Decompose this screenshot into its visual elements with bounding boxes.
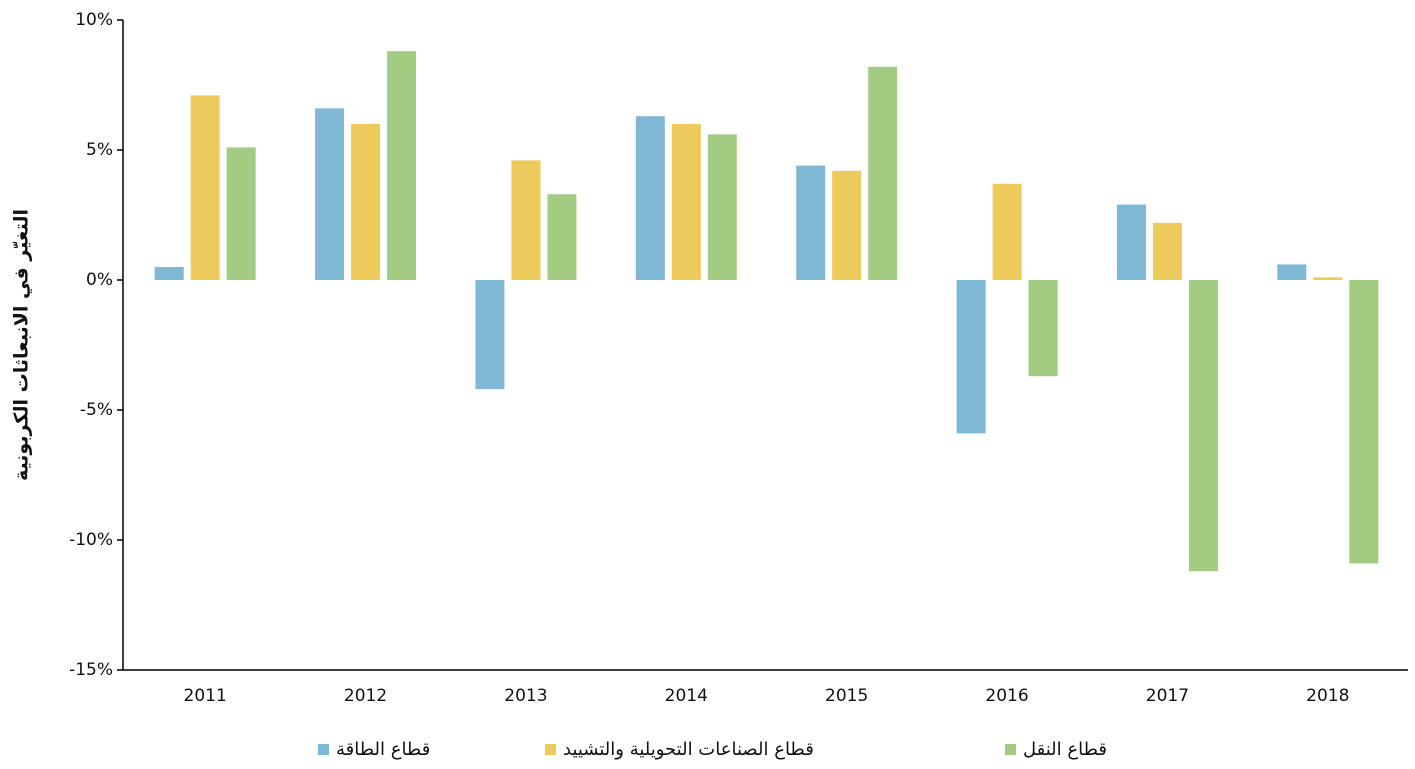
bar	[351, 124, 381, 280]
x-tick-label: 2015	[825, 686, 868, 706]
x-tick-label: 2012	[344, 686, 387, 706]
bar	[1188, 280, 1218, 572]
legend-label: قطاع الطاقة	[336, 739, 430, 760]
y-tick-label: -10%	[69, 530, 113, 550]
legend-marker	[318, 744, 329, 755]
bar	[547, 194, 577, 280]
bar	[956, 280, 986, 434]
legend-label: قطاع الصناعات التحويلية والتشييد	[563, 739, 814, 760]
legend-label: قطاع النقل	[1023, 739, 1107, 760]
bar	[707, 134, 737, 280]
bar	[796, 165, 826, 280]
y-tick-label: -5%	[80, 400, 113, 420]
bar	[475, 280, 505, 390]
bar	[992, 183, 1022, 280]
bar	[868, 66, 898, 280]
bar	[387, 51, 417, 281]
bar	[671, 124, 701, 280]
bar	[154, 267, 184, 280]
x-tick-label: 2018	[1306, 686, 1349, 706]
x-tick-label: 2014	[665, 686, 708, 706]
bar	[1277, 264, 1307, 280]
bar	[511, 160, 541, 280]
x-tick-label: 2017	[1146, 686, 1189, 706]
bar	[635, 116, 665, 280]
bar	[1313, 277, 1343, 280]
bar	[190, 95, 220, 281]
y-axis-label: التغيّر في الانبعاثات الكربونية	[11, 209, 33, 481]
bar	[315, 108, 345, 281]
legend-marker	[1005, 744, 1016, 755]
bar	[226, 147, 256, 280]
bar	[1349, 280, 1379, 564]
x-tick-label: 2016	[985, 686, 1028, 706]
legend-marker	[545, 744, 556, 755]
y-tick-label: 5%	[86, 140, 113, 160]
bar	[1152, 222, 1182, 280]
y-tick-label: -15%	[69, 660, 113, 680]
y-tick-label: 0%	[86, 270, 113, 290]
bar	[1028, 280, 1058, 377]
x-tick-label: 2011	[184, 686, 227, 706]
bar	[1116, 204, 1146, 280]
bar	[832, 170, 862, 280]
x-tick-label: 2013	[504, 686, 547, 706]
y-tick-label: 10%	[75, 10, 113, 30]
